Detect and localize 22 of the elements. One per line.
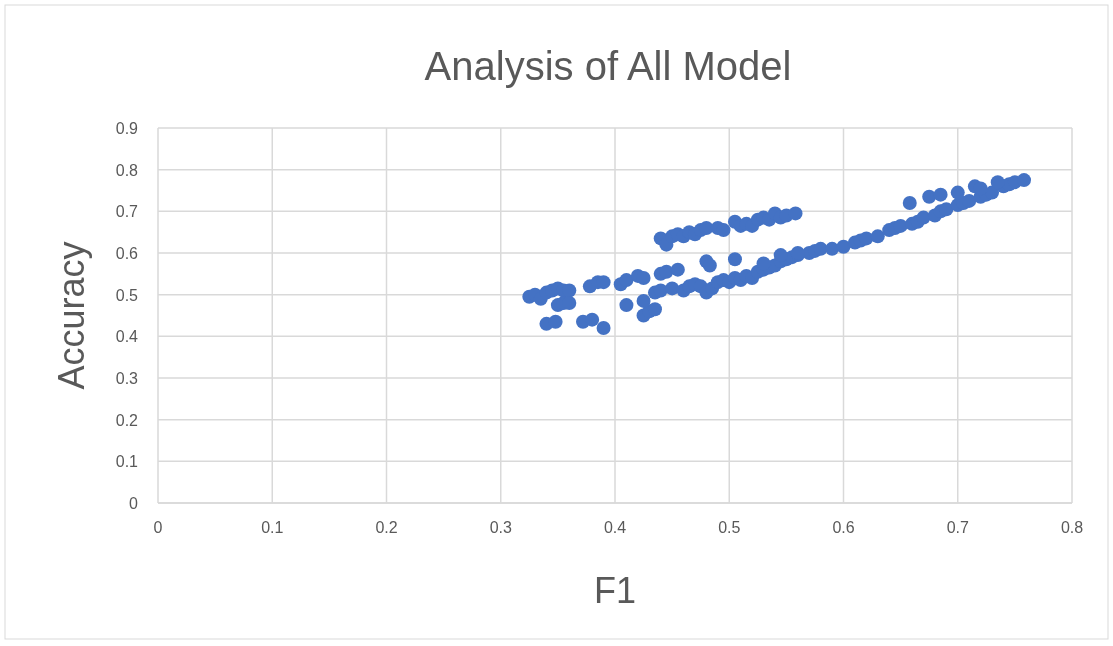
x-tick-label: 0.4 (603, 519, 627, 536)
x-tick-label: 0.6 (832, 519, 855, 536)
x-axis-title: F1 (593, 570, 637, 611)
y-tick-label: 0.1 (115, 453, 139, 471)
y-tick-label: 0.8 (115, 161, 139, 179)
chart-title: Analysis of All Model (424, 44, 792, 88)
x-tick-label: 0.8 (1060, 519, 1084, 536)
y-tick-label: 0.2 (115, 411, 139, 429)
x-tick-label: 0.5 (718, 519, 741, 536)
x-tick-label: 0.3 (489, 519, 512, 536)
y-tick-label: 0.6 (115, 245, 139, 262)
y-tick-label: 0 (129, 495, 139, 512)
x-tick-label: 0.7 (946, 519, 969, 536)
x-tick-label: 0 (153, 519, 163, 536)
y-tick-label: 0.7 (115, 203, 139, 221)
y-axis-title: Accuracy (51, 241, 92, 390)
y-tick-label: 0.9 (115, 120, 139, 137)
x-tick-label: 0.1 (261, 519, 284, 536)
y-tick-label: 0.5 (115, 286, 139, 304)
y-tick-label: 0.3 (115, 370, 139, 387)
y-tick-label: 0.4 (115, 328, 139, 346)
x-tick-label: 0.2 (375, 519, 398, 536)
